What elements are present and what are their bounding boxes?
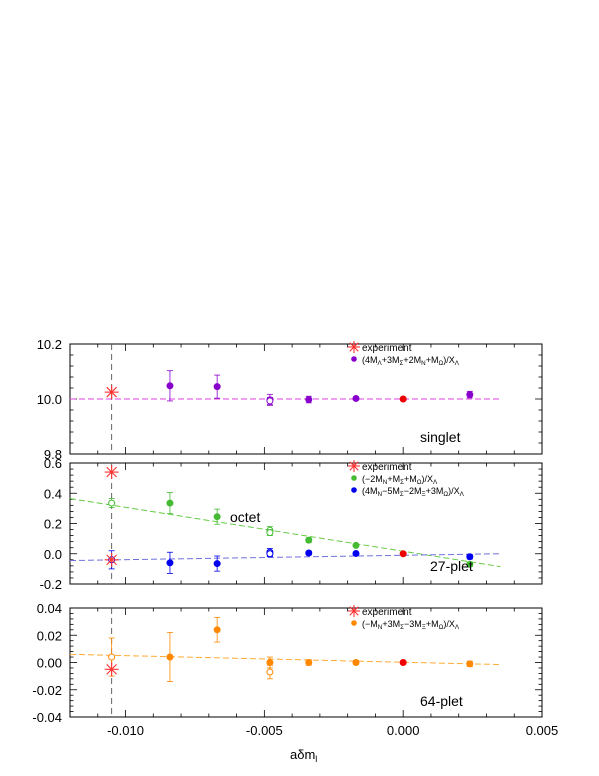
data-point [108, 653, 116, 661]
fit-line [69, 653, 501, 666]
y-tick-label: 10.2 [37, 337, 62, 352]
data-point [213, 560, 221, 568]
experiment-star-icon [104, 385, 119, 400]
reference-point [399, 659, 407, 666]
data-point [166, 559, 174, 567]
panel-top: 9.8 10.0 10.2 experiment(4MΛ​+3MΣ​+2MN​+MΩ​… [37, 337, 543, 462]
data-point [466, 560, 474, 568]
experiment-star-stroke [106, 386, 117, 398]
y-tick-label: -0.04 [32, 710, 62, 725]
x-tick-label: 0.005 [526, 723, 559, 738]
data-point [305, 549, 313, 557]
legend-star-stroke [349, 606, 359, 616]
x-axis-label: aδml [290, 747, 317, 764]
y-tick-label: -0.02 [32, 683, 62, 698]
legend-marker [351, 356, 357, 362]
legend-star-stroke [349, 461, 359, 471]
panel-bottom: -0.04 -0.02 0.00 0.02 0.04 experiment(−MN​+3M… [32, 601, 558, 764]
data-point [305, 536, 313, 544]
data-point [266, 397, 274, 405]
y-tick-label: 10.0 [37, 392, 62, 407]
experiment-star-icon [104, 465, 119, 480]
x-tick-label: 0.000 [387, 723, 420, 738]
data-point [166, 382, 174, 390]
x-tick-label: -0.005 [246, 723, 283, 738]
legend-label: experiment [362, 462, 412, 473]
legend-label: experiment [362, 607, 412, 618]
panel-label-secondary: octet [230, 509, 260, 525]
data-point [352, 659, 360, 666]
y-tick-label: -0.2 [40, 577, 62, 592]
experiment-star-stroke [106, 554, 117, 566]
reference-point [399, 550, 407, 558]
data-point [108, 499, 116, 507]
y-tick-label: 9.8 [44, 447, 62, 462]
y-tick-label: 0.02 [37, 628, 62, 643]
data-point [266, 529, 274, 537]
y-tick-label: 0.0 [44, 547, 62, 562]
data-point [305, 659, 313, 666]
legend-label: (4MΛ​+3MΣ​+2MN​+MΩ​)/XΛ​ [362, 355, 460, 367]
panel-label: 27-plet [430, 558, 473, 574]
y-tick-label: 0.00 [37, 656, 62, 671]
legend-experiment-star-icon [348, 341, 360, 353]
data-point [213, 383, 221, 391]
panel-label: 64-plet [420, 693, 463, 709]
y-tick-label: 0.2 [44, 517, 62, 532]
experiment-star-stroke [106, 466, 117, 478]
legend-marker [351, 620, 357, 626]
y-tick-label: 0.6 [44, 456, 62, 471]
data-point [166, 499, 174, 507]
data-point [266, 668, 274, 676]
data-point [466, 553, 474, 561]
data-point [266, 659, 274, 666]
data-point [266, 550, 274, 558]
experiment-star-stroke [106, 663, 117, 675]
legend-marker [351, 475, 357, 481]
data-point [213, 513, 221, 521]
data-point [466, 391, 474, 399]
experiment-star-icon [104, 552, 119, 567]
legend-star-stroke [349, 342, 359, 352]
data-point [352, 541, 360, 549]
legend-label: (−MN​+3MΣ​−3MΞ​+MΩ​)/XΛ​ [362, 619, 460, 631]
legend-label: (4MN​−5MΣ​−2MΞ​+3MΩ​)/XΛ​ [362, 486, 465, 498]
data-point [466, 660, 474, 668]
legend-marker [351, 487, 357, 493]
panel-middle: -0.2 0.0 0.2 0.4 0.6 experiment(−2MN​+MΣ​+MΩ​… [40, 456, 543, 592]
reference-point [399, 395, 407, 403]
legend-experiment-star-icon [348, 460, 360, 472]
legend-label: (−2MN​+MΣ​+MΩ​)/XΛ​ [362, 474, 438, 486]
legend-experiment-star-icon [348, 605, 360, 617]
data-point [166, 653, 174, 661]
experiment-star-icon [104, 662, 119, 677]
data-point [213, 626, 221, 634]
data-point [352, 549, 360, 557]
panel-label: singlet [420, 429, 461, 445]
x-tick-label: -0.010 [107, 723, 144, 738]
data-point [305, 396, 313, 404]
y-tick-label: 0.4 [44, 486, 62, 501]
data-point [352, 394, 360, 402]
legend-label: experiment [362, 343, 412, 354]
y-tick-label: 0.04 [37, 601, 62, 616]
fit-line [69, 498, 501, 568]
